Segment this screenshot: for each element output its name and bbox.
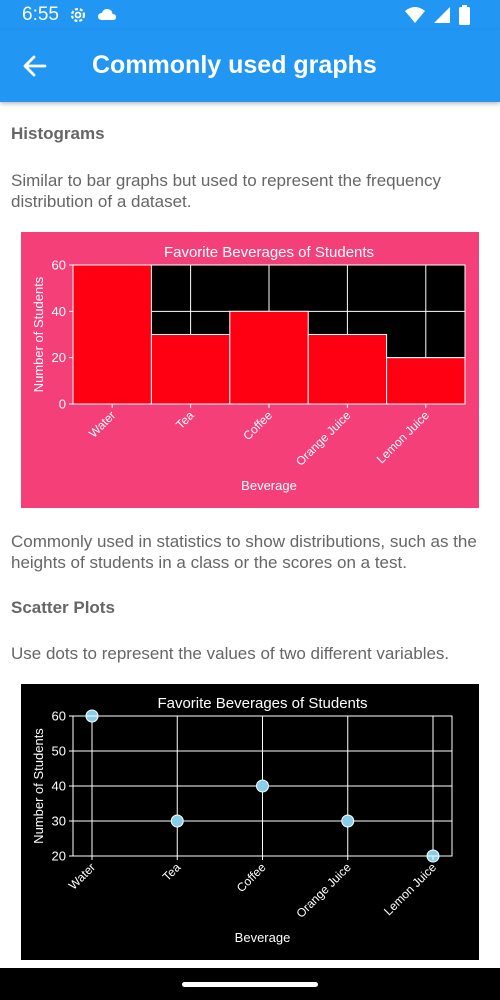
page-title: Commonly used graphs <box>92 51 377 79</box>
bar <box>72 264 152 405</box>
scatter-svg: Favorite Beverages of Students 20 30 40 50 60… <box>21 684 479 960</box>
y-tick-label: 30 <box>52 814 66 829</box>
y-axis-label: Number of Students <box>31 728 46 844</box>
bar <box>229 310 309 405</box>
scatter-intro: Use dots to represent the values of two … <box>11 644 450 663</box>
status-left-icons <box>68 5 118 30</box>
y-tick-label: 20 <box>52 849 66 864</box>
arrow-back-icon <box>23 55 47 77</box>
status-bar: 6:55 <box>0 0 500 30</box>
y-tick-label: 20 <box>52 350 66 365</box>
histograms-heading: Histograms <box>11 124 105 143</box>
y-tick-label: 0 <box>59 397 66 412</box>
y-tick-label: 40 <box>52 779 66 794</box>
histogram-chart: Favorite Beverages of Students 0 20 40 60 Wat… <box>21 232 479 508</box>
histogram-svg: Favorite Beverages of Students0204060Wat… <box>21 232 479 508</box>
signal-icon <box>433 6 451 29</box>
scatter-heading: Scatter Plots <box>11 598 115 617</box>
scatter-chart: Favorite Beverages of Students 20 30 40 50 60… <box>21 684 479 960</box>
bar <box>150 334 231 405</box>
bar <box>307 334 388 405</box>
histograms-outro: Commonly used in statistics to show dist… <box>11 532 477 572</box>
y-tick-label: 50 <box>52 744 66 759</box>
y-tick-label: 60 <box>52 709 66 724</box>
bar <box>386 357 466 405</box>
scatter-point <box>256 779 269 793</box>
x-axis-label: Beverage <box>241 478 297 493</box>
status-time: 6:55 <box>22 4 59 25</box>
y-axis-label: Number of Students <box>31 276 46 392</box>
histograms-intro: Similar to bar graphs but used to repres… <box>11 171 441 211</box>
navigation-bar <box>0 968 500 1000</box>
scatter-point <box>170 814 184 828</box>
y-tick-label: 40 <box>52 304 66 319</box>
cloud-icon <box>96 5 118 30</box>
chart-title: Favorite Beverages of Students <box>164 244 374 261</box>
x-axis-label: Beverage <box>235 930 291 945</box>
battery-icon <box>459 5 470 30</box>
wifi-icon <box>405 6 425 29</box>
home-handle[interactable] <box>182 982 318 987</box>
app-bar: Commonly used graphs <box>0 30 500 102</box>
y-tick-label: 60 <box>52 258 66 273</box>
scatter-point <box>341 814 355 828</box>
status-right-icons <box>405 5 470 30</box>
gear-icon <box>68 5 88 30</box>
chart-title: Favorite Beverages of Students <box>157 695 367 712</box>
back-button[interactable] <box>18 49 52 83</box>
